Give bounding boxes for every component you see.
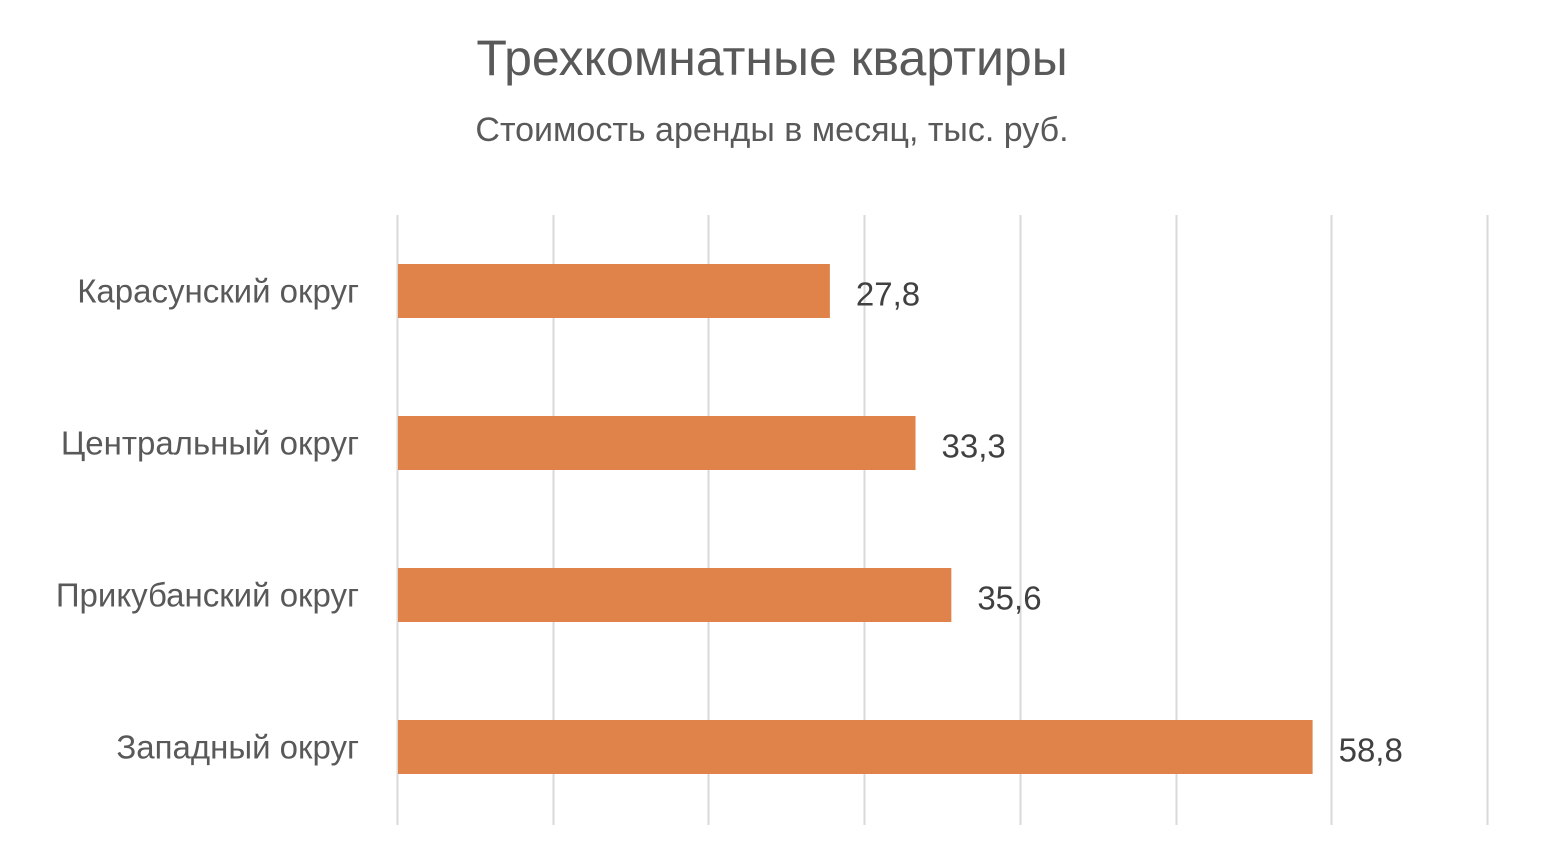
chart-title: Трехкомнатные квартиры [476,30,1068,86]
category-label: Западный округ [116,729,359,766]
chart-subtitle: Стоимость аренды в месяц, тыс. руб. [475,111,1069,149]
bar [398,720,1313,774]
data-label: 33,3 [942,428,1006,465]
data-label: 27,8 [856,276,920,313]
category-label: Карасунский округ [77,273,359,310]
data-label: 58,8 [1339,732,1403,769]
bar [398,416,916,470]
data-label: 35,6 [977,580,1041,617]
bar [398,568,952,622]
category-label: Прикубанский округ [56,577,359,614]
bar [398,264,830,318]
category-label: Центральный округ [61,425,359,462]
